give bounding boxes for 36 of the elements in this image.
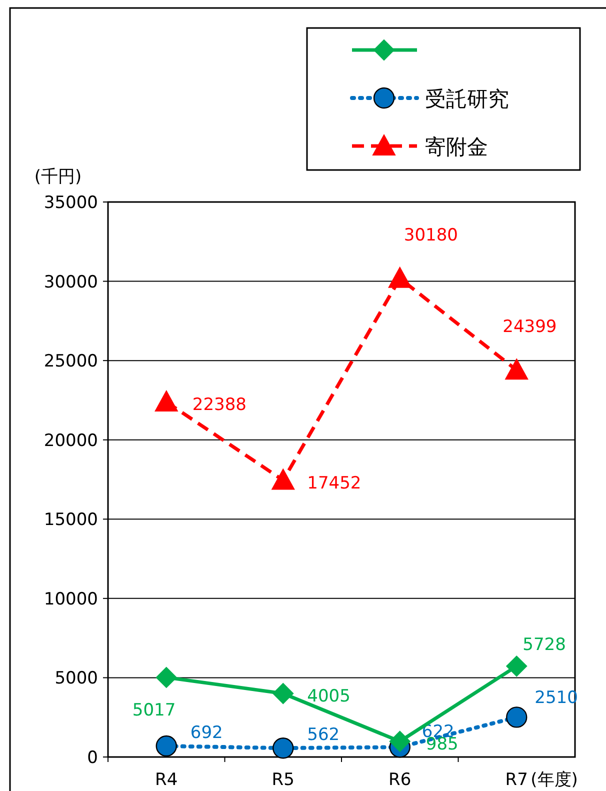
data-label: 22388 bbox=[192, 394, 246, 415]
point bbox=[272, 737, 294, 759]
data-label: 562 bbox=[307, 725, 340, 746]
point bbox=[154, 390, 178, 412]
legend-label: 寄附金 bbox=[425, 135, 488, 159]
x-tick-label: R7 bbox=[505, 770, 528, 790]
y-tick-label: 35000 bbox=[44, 193, 98, 213]
y-tick-label: 5000 bbox=[54, 668, 98, 689]
legend-label: 受託研究 bbox=[425, 87, 509, 111]
point bbox=[272, 682, 294, 704]
point bbox=[156, 735, 177, 757]
point bbox=[272, 468, 295, 490]
data-label: 692 bbox=[190, 723, 223, 744]
point bbox=[156, 666, 177, 688]
data-label: 5728 bbox=[522, 635, 566, 656]
data-label: 30180 bbox=[404, 225, 458, 246]
x-tick-label: R5 bbox=[272, 770, 294, 790]
x-tick-label: R4 bbox=[155, 770, 178, 790]
point bbox=[505, 358, 528, 380]
point bbox=[389, 730, 410, 752]
y-tick-label: 25000 bbox=[44, 352, 98, 372]
y-tick-label: 30000 bbox=[44, 272, 98, 292]
point bbox=[506, 706, 528, 728]
y-axis-title: (千円) bbox=[34, 167, 82, 187]
data-label: 17452 bbox=[307, 473, 362, 494]
y-tick-label: 20000 bbox=[44, 430, 98, 451]
y-tick-label: 10000 bbox=[44, 589, 98, 610]
y-tick-label: 0 bbox=[87, 748, 98, 768]
x-axis-title: (年度) bbox=[530, 770, 578, 790]
data-label: 5017 bbox=[132, 700, 176, 720]
point bbox=[388, 266, 412, 288]
data-label: 24399 bbox=[502, 317, 557, 338]
data-label: 4005 bbox=[307, 686, 350, 706]
y-tick-label: 15000 bbox=[44, 510, 98, 530]
x-tick-label: R6 bbox=[388, 770, 412, 790]
point bbox=[506, 656, 528, 677]
